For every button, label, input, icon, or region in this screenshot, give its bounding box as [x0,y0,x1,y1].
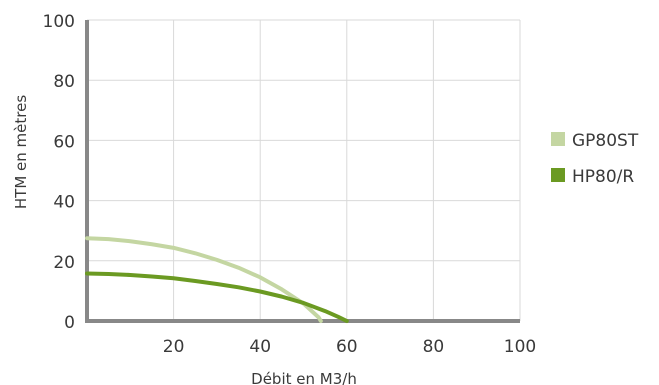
legend-swatch [551,168,565,182]
y-tick-label: 80 [53,72,75,92]
legend-label: GP80ST [572,131,639,151]
gridlines [87,19,521,321]
x-axis-title: Débit en M3/h [251,370,357,385]
series-line-1 [85,236,323,323]
y-tick-label: 100 [43,12,75,32]
x-tick-label: 100 [504,337,536,357]
x-tick-label: 60 [336,337,358,357]
y-axis-title: HTM en mètres [12,95,30,209]
y-tick-label: 0 [64,313,75,333]
legend: GP80ST HP80/R [551,131,639,187]
x-tick-label: 20 [163,337,185,357]
y-tick-label: 40 [53,193,75,213]
legend-label: HP80/R [572,167,634,187]
x-tick-label: 80 [423,337,445,357]
legend-swatch [551,132,565,146]
series-line-2 [85,271,349,323]
y-tick-label: 60 [53,132,75,152]
y-tick-label: 20 [53,253,75,273]
x-tick-label: 40 [249,337,271,357]
series-lines [85,236,349,323]
tick-labels: 0 20 40 60 80 100 20 40 60 80 100 [43,12,537,357]
